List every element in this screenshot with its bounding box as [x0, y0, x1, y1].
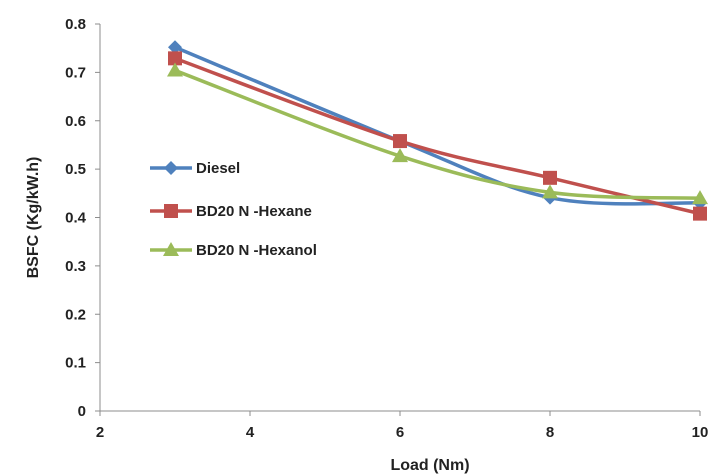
y-tick-label: 0 [78, 403, 86, 420]
y-tick-label: 0.3 [65, 258, 86, 275]
y-tick-label: 0.4 [65, 210, 87, 227]
legend-label: Diesel [196, 160, 240, 177]
data-point [168, 51, 182, 66]
legend-marker [163, 242, 179, 256]
data-point [543, 170, 557, 185]
legend: Diesel BD20 N -Hexane BD20 N -Hexanol [150, 160, 317, 259]
y-tick-label: 0.7 [65, 64, 86, 81]
data-point [168, 40, 182, 55]
legend-marker [164, 204, 178, 218]
series-line [173, 68, 702, 200]
series-0 [168, 40, 707, 210]
y-tick-label: 0.5 [65, 161, 86, 178]
legend-item-1: BD20 N -Hexane [150, 203, 312, 220]
x-axis-title: Load (Nm) [390, 457, 469, 474]
data-point [393, 134, 407, 149]
x-tick-label: 2 [96, 424, 104, 441]
series-2 [167, 62, 708, 205]
legend-label: BD20 N -Hexanol [196, 242, 317, 259]
x-tick-label: 4 [246, 424, 255, 441]
data-point [692, 190, 708, 205]
data-point [542, 184, 558, 199]
data-point [392, 148, 408, 163]
series-layer [167, 40, 708, 221]
y-axis-title: BSFC (Kg/kW.h) [25, 157, 42, 279]
y-tick-label: 0.8 [65, 16, 86, 33]
legend-marker [164, 161, 178, 175]
axes: 0 0.1 0.2 0.3 0.4 0.5 0.6 0.7 0.8 2 4 6 8 10 [65, 16, 708, 441]
x-tick-label: 6 [396, 424, 404, 441]
y-tick-label: 0.2 [65, 306, 86, 323]
legend-label: BD20 N -Hexane [196, 203, 312, 220]
y-tick-label: 0.1 [65, 355, 86, 372]
series-line [173, 45, 702, 206]
data-point [693, 206, 707, 221]
x-tick-label: 8 [546, 424, 554, 441]
x-tick-label: 10 [692, 424, 709, 441]
y-tick-label: 0.6 [65, 113, 86, 130]
data-point [167, 62, 183, 77]
legend-item-2: BD20 N -Hexanol [150, 242, 317, 259]
legend-item-0: Diesel [150, 160, 240, 177]
